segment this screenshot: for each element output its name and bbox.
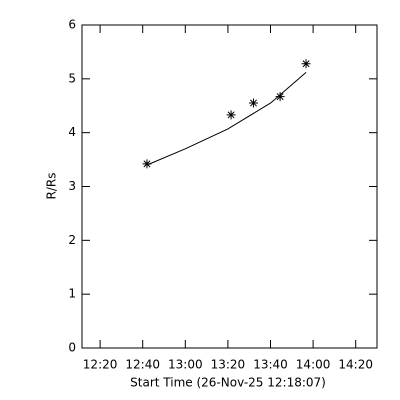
fit-line: [146, 72, 307, 166]
y-axis-label: R/Rs: [45, 173, 59, 200]
data-point: [248, 98, 258, 108]
x-tick-label: 12:40: [125, 358, 160, 372]
x-tick-label: 13:20: [211, 358, 246, 372]
data-point: [301, 59, 311, 69]
data-point: [226, 110, 236, 120]
data-point: [275, 92, 285, 102]
y-tick-label: 0: [68, 341, 76, 355]
y-tick-label: 3: [68, 179, 76, 193]
x-tick-label: 13:40: [253, 358, 288, 372]
x-axis-label: Start Time (26-Nov-25 12:18:07): [130, 376, 326, 390]
data-point: [142, 159, 152, 169]
y-tick-label: 1: [68, 287, 76, 301]
x-tick-label: 12:20: [83, 358, 118, 372]
x-tick-label: 14:00: [296, 358, 331, 372]
y-tick-label: 6: [68, 18, 76, 32]
x-tick-label: 13:00: [168, 358, 203, 372]
y-tick-label: 2: [68, 233, 76, 247]
x-tick-label: 14:20: [338, 358, 373, 372]
y-tick-label: 4: [68, 125, 76, 139]
y-tick-label: 5: [68, 71, 76, 85]
